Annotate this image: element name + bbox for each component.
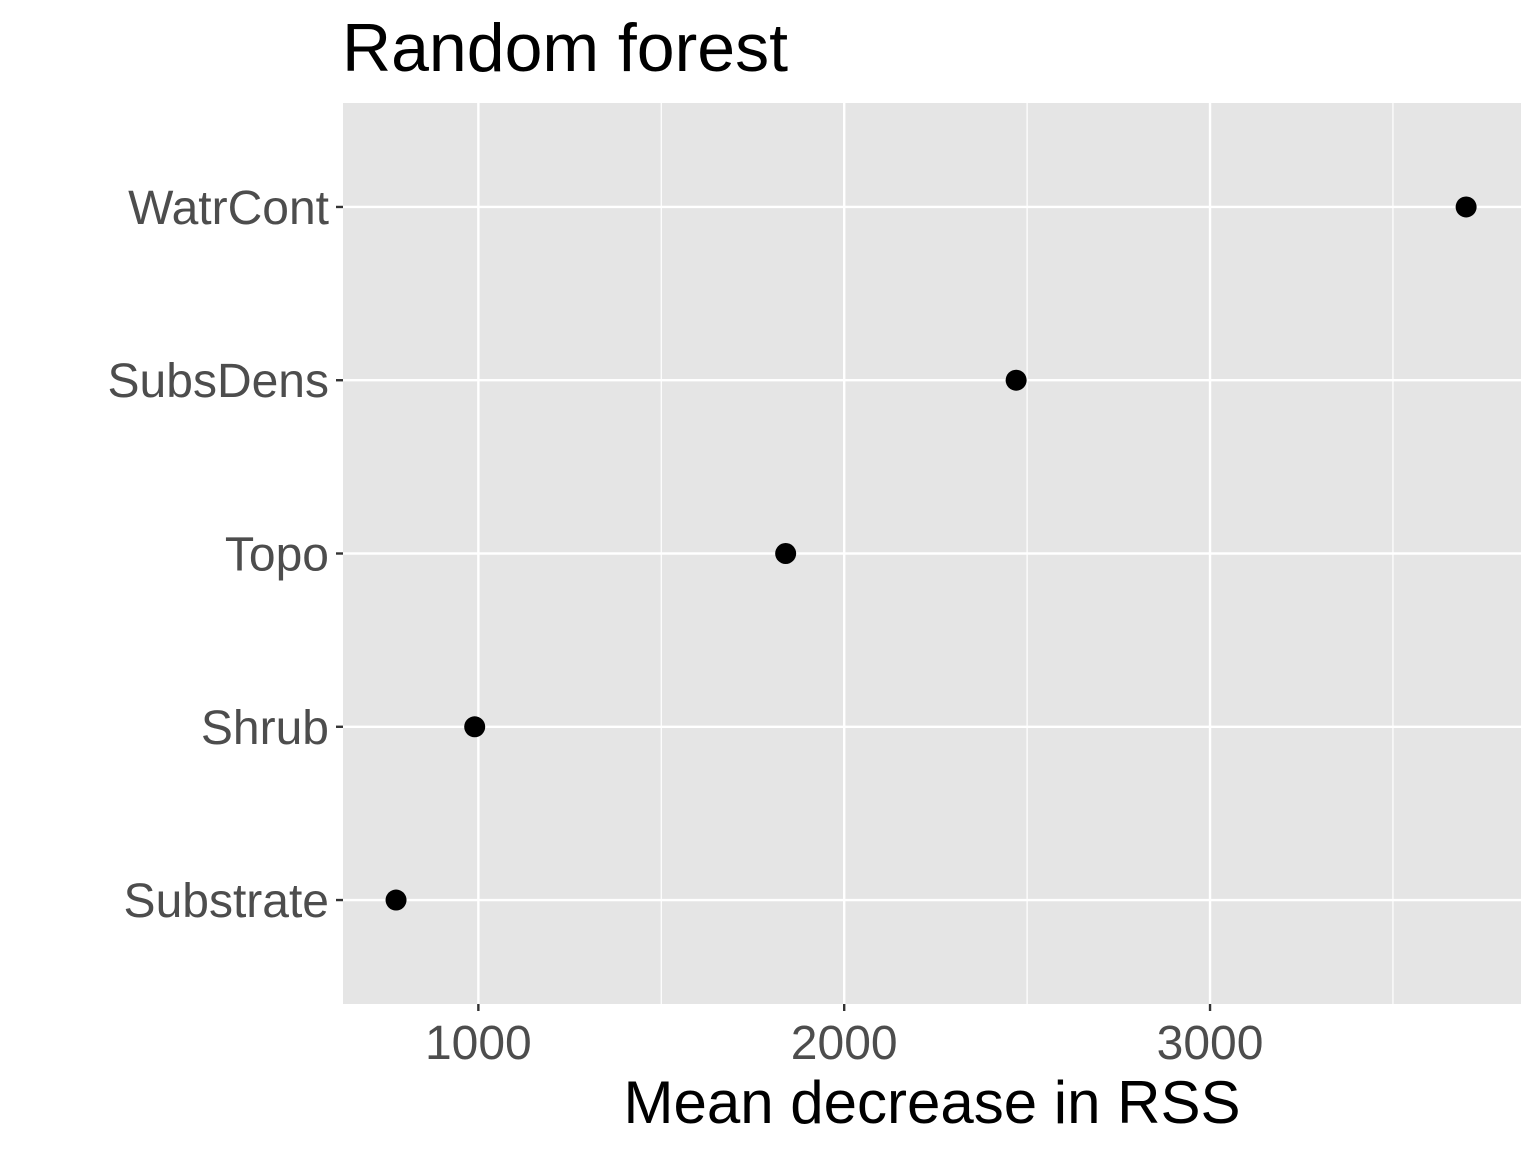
x-tick-label: 2000	[791, 1017, 898, 1070]
x-tick-label: 3000	[1157, 1017, 1264, 1070]
data-points	[385, 196, 1477, 911]
data-point-substrate	[385, 889, 407, 911]
chart-title: Random forest	[342, 10, 788, 86]
y-tick-label: Substrate	[124, 875, 329, 928]
data-point-shrub	[464, 716, 486, 738]
y-tick-label: Shrub	[201, 702, 329, 755]
y-tick-label: WatrCont	[128, 182, 329, 235]
y-axis: Substrate Shrub Topo SubsDens WatrCont	[108, 182, 343, 928]
x-axis-title: Mean decrease in RSS	[624, 1069, 1241, 1136]
data-point-topo	[775, 543, 797, 564]
grid-lines	[343, 103, 1521, 1004]
data-point-subsdens	[1005, 369, 1027, 391]
data-point-watrcont	[1455, 196, 1477, 218]
x-tick-label: 1000	[425, 1017, 532, 1070]
y-tick-label: Topo	[225, 529, 329, 582]
y-tick-label: SubsDens	[108, 355, 329, 408]
x-axis: 1000 2000 3000	[425, 1004, 1263, 1070]
